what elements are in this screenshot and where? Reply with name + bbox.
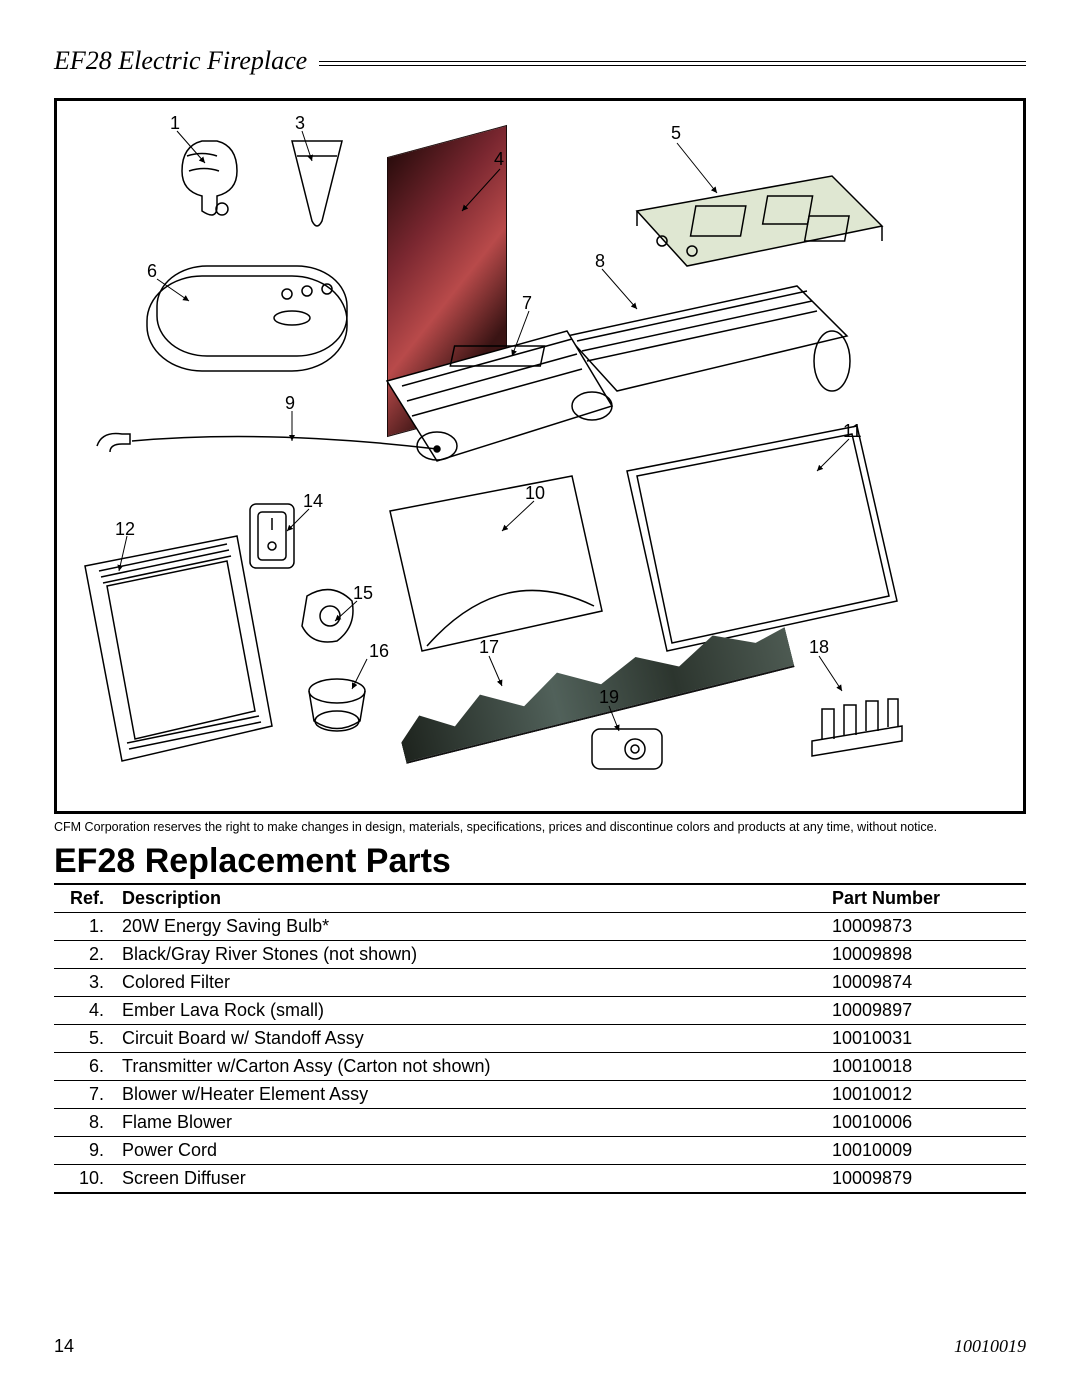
part-bulb <box>167 131 247 231</box>
part-receiver-19 <box>587 721 667 776</box>
col-desc: Description <box>116 884 826 913</box>
callout-4: 4 <box>494 149 504 170</box>
col-ref: Ref. <box>54 884 116 913</box>
cell-pn: 10010018 <box>826 1052 1026 1080</box>
cell-pn: 10009874 <box>826 968 1026 996</box>
callout-9: 9 <box>285 393 295 414</box>
cell-desc: Black/Gray River Stones (not shown) <box>116 940 826 968</box>
cell-pn: 10009879 <box>826 1164 1026 1193</box>
callout-14: 14 <box>303 491 323 512</box>
table-header-row: Ref. Description Part Number <box>54 884 1026 913</box>
disclaimer-text: CFM Corporation reserves the right to ma… <box>54 820 1026 836</box>
cell-pn: 10009898 <box>826 940 1026 968</box>
table-row: 4.Ember Lava Rock (small)10009897 <box>54 996 1026 1024</box>
section-title: EF28 Replacement Parts <box>54 842 1026 881</box>
callout-17: 17 <box>479 637 499 658</box>
cell-desc: Colored Filter <box>116 968 826 996</box>
cell-pn: 10010006 <box>826 1108 1026 1136</box>
cell-ref: 7. <box>54 1080 116 1108</box>
cell-desc: Screen Diffuser <box>116 1164 826 1193</box>
parts-table: Ref. Description Part Number 1.20W Energ… <box>54 883 1026 1194</box>
callout-5: 5 <box>671 123 681 144</box>
cell-desc: Circuit Board w/ Standoff Assy <box>116 1024 826 1052</box>
callout-18: 18 <box>809 637 829 658</box>
callout-11: 11 <box>843 421 862 442</box>
part-blower-heater <box>367 311 627 491</box>
cell-ref: 8. <box>54 1108 116 1136</box>
table-row: 2.Black/Gray River Stones (not shown)100… <box>54 940 1026 968</box>
cell-pn: 10009897 <box>826 996 1026 1024</box>
cell-ref: 4. <box>54 996 116 1024</box>
table-row: 6.Transmitter w/Carton Assy (Carton not … <box>54 1052 1026 1080</box>
cell-desc: Flame Blower <box>116 1108 826 1136</box>
cell-desc: Transmitter w/Carton Assy (Carton not sh… <box>116 1052 826 1080</box>
cell-ref: 5. <box>54 1024 116 1052</box>
callout-8: 8 <box>595 251 605 272</box>
table-row: 3.Colored Filter10009874 <box>54 968 1026 996</box>
part-power-cord <box>87 421 447 461</box>
part-holder-15 <box>292 581 362 661</box>
cell-desc: 20W Energy Saving Bulb* <box>116 912 826 940</box>
table-row: 10.Screen Diffuser10009879 <box>54 1164 1026 1193</box>
cell-pn: 10010012 <box>826 1080 1026 1108</box>
callout-19: 19 <box>599 687 619 708</box>
table-row: 7.Blower w/Heater Element Assy10010012 <box>54 1080 1026 1108</box>
cell-pn: 10009873 <box>826 912 1026 940</box>
part-screen-diffuser <box>382 471 612 661</box>
cell-pn: 10010031 <box>826 1024 1026 1052</box>
cell-ref: 6. <box>54 1052 116 1080</box>
page-header: EF28 Electric Fireplace <box>54 46 1026 76</box>
header-title: EF28 Electric Fireplace <box>54 46 319 76</box>
table-row: 9.Power Cord10010009 <box>54 1136 1026 1164</box>
part-socket-16 <box>302 671 372 741</box>
callout-1: 1 <box>170 113 180 134</box>
cell-desc: Power Cord <box>116 1136 826 1164</box>
callout-6: 6 <box>147 261 157 282</box>
callout-15: 15 <box>353 583 373 604</box>
cell-ref: 1. <box>54 912 116 940</box>
callout-7: 7 <box>522 293 532 314</box>
col-pn: Part Number <box>826 884 1026 913</box>
cell-ref: 2. <box>54 940 116 968</box>
part-transmitter <box>137 256 357 396</box>
cell-desc: Blower w/Heater Element Assy <box>116 1080 826 1108</box>
table-row: 1.20W Energy Saving Bulb*10009873 <box>54 912 1026 940</box>
part-bracket-18 <box>802 681 912 761</box>
part-panel-11 <box>617 421 907 661</box>
parts-diagram: 1 3 4 5 6 7 8 9 10 11 12 14 15 16 17 18 … <box>54 98 1026 814</box>
page-footer: 14 10010019 <box>54 1336 1026 1357</box>
cell-pn: 10010009 <box>826 1136 1026 1164</box>
table-row: 8.Flame Blower10010006 <box>54 1108 1026 1136</box>
cell-ref: 10. <box>54 1164 116 1193</box>
cell-ref: 3. <box>54 968 116 996</box>
callout-10: 10 <box>525 483 545 504</box>
callout-12: 12 <box>115 519 135 540</box>
cell-ref: 9. <box>54 1136 116 1164</box>
page-number: 14 <box>54 1336 74 1357</box>
callout-16: 16 <box>369 641 389 662</box>
table-row: 5.Circuit Board w/ Standoff Assy10010031 <box>54 1024 1026 1052</box>
part-front-frame <box>77 531 277 766</box>
part-filter <box>282 136 352 236</box>
cell-desc: Ember Lava Rock (small) <box>116 996 826 1024</box>
document-id: 10010019 <box>954 1336 1026 1357</box>
callout-3: 3 <box>295 113 305 134</box>
